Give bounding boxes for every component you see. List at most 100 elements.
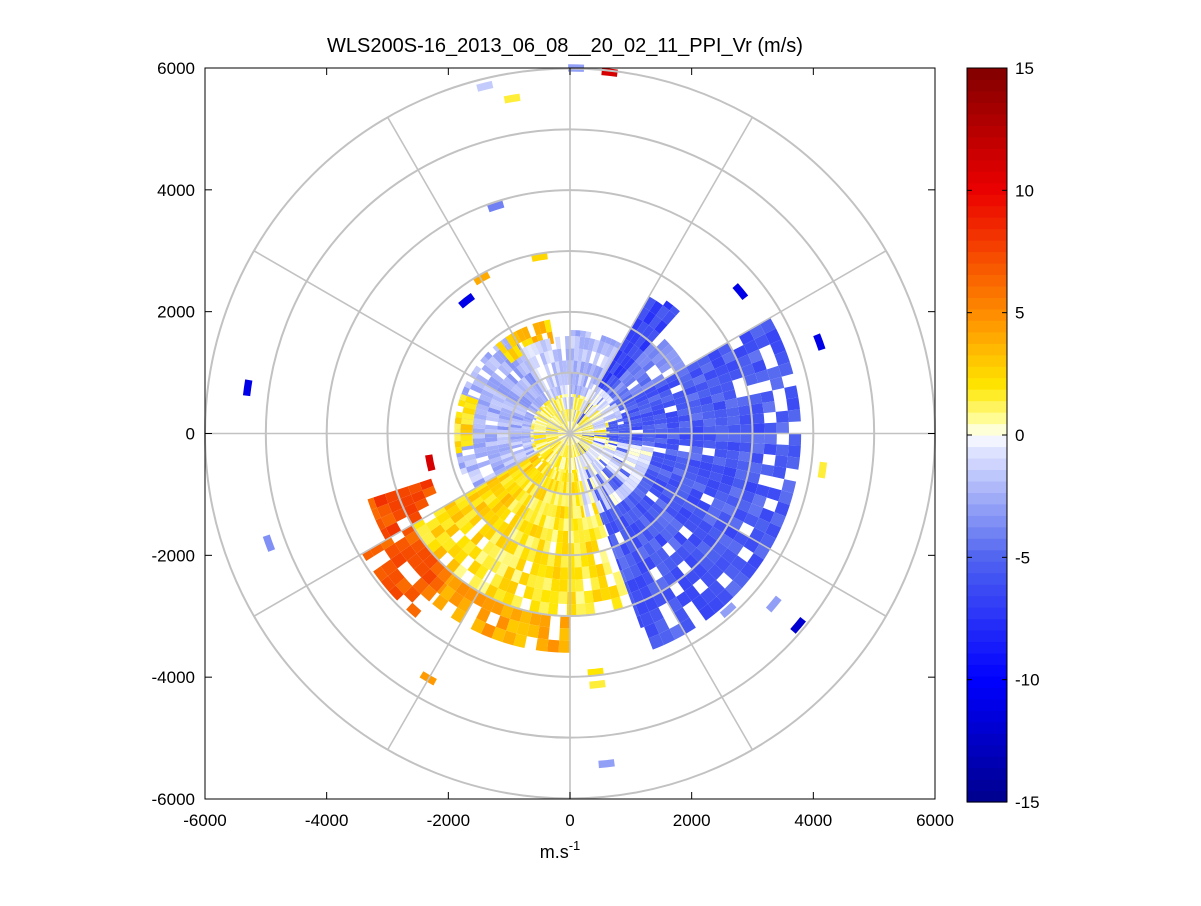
range-gate-cell bbox=[371, 507, 382, 521]
range-gate-cell bbox=[736, 395, 751, 407]
range-gate-cell bbox=[694, 381, 709, 393]
range-gate-cell bbox=[484, 424, 498, 430]
range-gate-cell bbox=[727, 441, 741, 452]
range-gate-cell bbox=[563, 409, 568, 422]
range-gate-cell bbox=[523, 521, 534, 536]
colorbar-tick-label: 10 bbox=[1015, 181, 1034, 200]
range-gate-cell bbox=[616, 414, 629, 421]
range-gate-cell bbox=[564, 457, 568, 470]
range-gate-cell bbox=[654, 442, 667, 449]
range-gate-cell bbox=[635, 394, 648, 404]
range-gate-cell bbox=[387, 568, 405, 586]
range-gate-cell bbox=[630, 535, 643, 550]
range-gate-cell bbox=[630, 364, 643, 377]
range-gate-cell bbox=[539, 456, 543, 460]
range-gate-cell bbox=[697, 468, 712, 479]
range-gate-cell bbox=[492, 343, 502, 353]
range-gate-cell bbox=[642, 424, 656, 430]
range-gate-cell bbox=[454, 494, 467, 505]
x-tick-label: 6000 bbox=[916, 811, 954, 830]
range-gate-cell bbox=[724, 580, 742, 598]
range-gate-cell bbox=[502, 478, 515, 490]
range-gate-cell bbox=[547, 602, 559, 616]
range-gate-cell bbox=[526, 574, 538, 588]
range-gate-cell bbox=[772, 465, 787, 480]
range-gate-cell bbox=[530, 425, 535, 428]
range-gate-cell bbox=[579, 395, 583, 399]
range-gate-cell bbox=[592, 441, 605, 448]
range-gate-cell bbox=[470, 531, 484, 546]
range-gate-cell bbox=[581, 480, 588, 493]
range-gate-cell bbox=[492, 588, 507, 603]
range-gate-cell bbox=[630, 425, 643, 431]
range-gate-cell bbox=[648, 315, 662, 330]
range-gate-cell bbox=[582, 453, 591, 465]
range-gate-cell bbox=[534, 422, 547, 428]
range-gate-cell bbox=[689, 452, 703, 462]
range-gate-cell bbox=[512, 448, 525, 456]
x-tick-label: -6000 bbox=[183, 811, 226, 830]
range-gate-cell bbox=[553, 480, 560, 493]
range-gate-cell bbox=[629, 383, 642, 394]
range-gate-cell bbox=[496, 387, 509, 397]
range-gate-cell bbox=[575, 579, 584, 592]
range-gate-cell bbox=[497, 422, 510, 428]
range-gate-cell bbox=[463, 401, 477, 410]
range-gate-cell bbox=[473, 442, 486, 449]
range-gate-cell bbox=[594, 513, 604, 527]
colorbar-band bbox=[967, 285, 1007, 298]
range-gate-cell bbox=[487, 513, 500, 527]
range-gate-cell bbox=[448, 591, 464, 608]
range-gate-cell bbox=[554, 336, 562, 350]
range-gate-cell bbox=[727, 415, 741, 426]
range-gate-cell bbox=[641, 446, 654, 453]
range-gate-cell bbox=[513, 408, 526, 417]
range-gate-cell bbox=[640, 449, 653, 458]
range-gate-cell bbox=[691, 594, 708, 611]
range-gate-cell bbox=[618, 515, 630, 529]
range-gate-cell bbox=[604, 417, 617, 424]
range-gate-cell bbox=[739, 442, 753, 453]
range-gate-cell bbox=[551, 417, 561, 426]
range-gate-cell bbox=[551, 416, 562, 426]
range-gate-cell bbox=[561, 444, 567, 457]
range-gate-cell bbox=[724, 398, 739, 409]
range-gate-cell bbox=[575, 330, 581, 337]
range-gate-cell bbox=[508, 554, 520, 570]
range-gate-cell bbox=[484, 360, 498, 373]
range-gate-cell bbox=[481, 554, 495, 570]
range-gate-cell bbox=[655, 497, 669, 511]
range-gate-cell bbox=[736, 460, 751, 472]
range-gate-cell bbox=[553, 554, 562, 568]
range-gate-cell bbox=[509, 427, 522, 431]
range-gate-cell bbox=[566, 397, 569, 410]
range-gate-cell bbox=[439, 584, 456, 602]
range-gate-cell bbox=[664, 372, 679, 384]
range-gate-cell bbox=[501, 551, 514, 566]
range-gate-cell bbox=[630, 439, 643, 445]
colorbar-tick-label: 15 bbox=[1015, 59, 1034, 78]
range-gate-cell bbox=[655, 356, 669, 370]
range-gate-cell bbox=[589, 447, 601, 456]
colorbar-band bbox=[967, 710, 1007, 723]
range-gate-cell bbox=[639, 611, 655, 627]
range-gate-cell bbox=[545, 405, 555, 416]
range-gate-cell bbox=[478, 505, 492, 519]
range-gate-cell bbox=[747, 503, 764, 518]
range-gate-cell bbox=[535, 487, 545, 500]
range-gate-cell bbox=[585, 451, 596, 462]
range-gate-cell bbox=[714, 448, 728, 459]
range-gate-cell bbox=[740, 562, 758, 580]
range-gate-cell bbox=[460, 467, 468, 475]
colorbar-band bbox=[967, 492, 1007, 505]
range-gate-cell bbox=[574, 481, 579, 495]
range-gate-cell bbox=[608, 478, 619, 491]
colorbar-band bbox=[967, 457, 1007, 471]
range-gate-cell bbox=[466, 491, 481, 504]
range-gate-cell bbox=[717, 482, 732, 495]
range-gate-cell bbox=[551, 441, 562, 451]
range-gate-cell bbox=[581, 437, 593, 444]
range-gate-cell bbox=[534, 438, 547, 443]
range-gate-cell bbox=[500, 604, 514, 619]
range-gate-cell bbox=[740, 489, 756, 504]
